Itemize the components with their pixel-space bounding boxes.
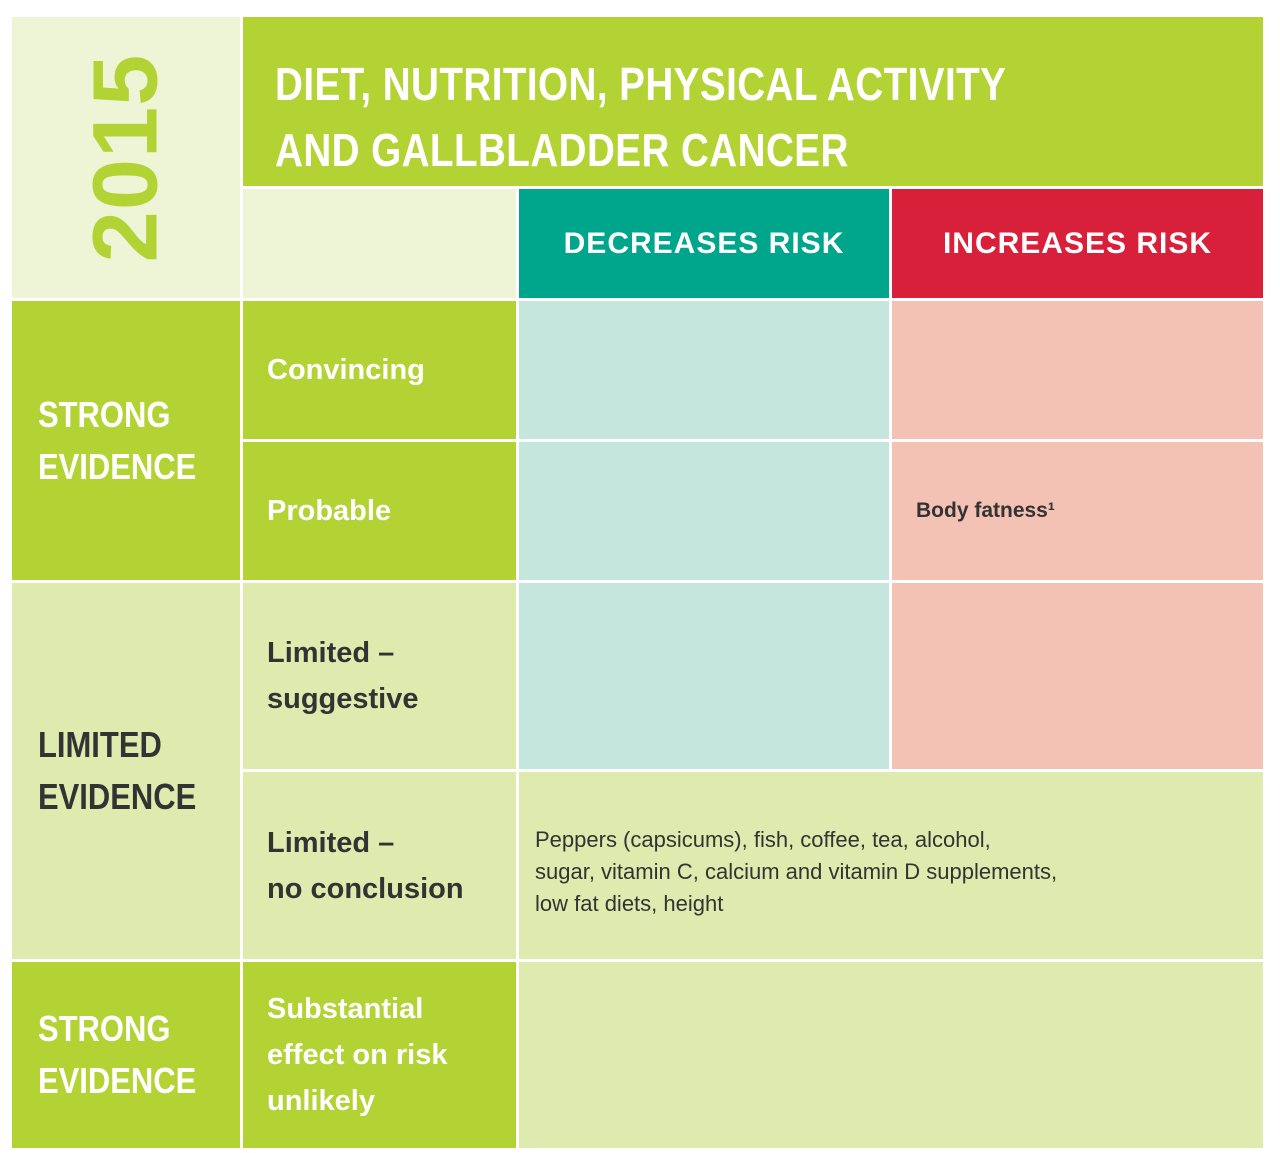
group-label-line-2: EVIDENCE bbox=[38, 445, 197, 487]
group-label-line-2: EVIDENCE bbox=[38, 776, 197, 817]
row-label-limited-suggestive: Limited – suggestive bbox=[243, 583, 516, 769]
substantial-line-3: unlikely bbox=[267, 1085, 375, 1117]
no-conclusion-text-line-3: low fat diets, height bbox=[535, 891, 724, 916]
year-panel: 2015 bbox=[12, 17, 240, 298]
body-fatness-text: Body fatness¹ bbox=[916, 499, 1055, 522]
no-conclusion-text-line-2: sugar, vitamin C, calcium and vitamin D … bbox=[535, 859, 1058, 884]
row-label-substantial: Substantial effect on risk unlikely bbox=[243, 962, 516, 1148]
increases-risk-header: INCREASES RISK bbox=[892, 189, 1263, 298]
probable-label: Probable bbox=[267, 495, 392, 527]
substantial-line-2: effect on risk bbox=[267, 1039, 448, 1071]
convincing-decreases-cell bbox=[519, 301, 889, 439]
limited-suggestive-decreases-cell bbox=[519, 583, 889, 769]
increases-risk-label: INCREASES RISK bbox=[942, 226, 1213, 260]
limited-no-conclusion-content: Peppers (capsicums), fish, coffee, tea, … bbox=[519, 772, 1263, 959]
convincing-label: Convincing bbox=[267, 354, 425, 386]
title-line-1: DIET, NUTRITION, PHYSICAL ACTIVITY bbox=[275, 58, 1007, 110]
probable-decreases-cell bbox=[519, 442, 889, 580]
probable-increases-cell: Body fatness¹ bbox=[892, 442, 1263, 580]
group-strong-evidence-bottom: STRONG EVIDENCE bbox=[12, 962, 240, 1148]
group-label-line-2: EVIDENCE bbox=[38, 1060, 197, 1101]
blank-header-cell bbox=[243, 189, 516, 298]
year-label: 2015 bbox=[74, 53, 177, 262]
group-strong-evidence: STRONG EVIDENCE bbox=[12, 301, 240, 580]
limited-suggestive-line-2: suggestive bbox=[267, 683, 419, 715]
row-label-probable: Probable bbox=[243, 442, 516, 580]
group-label-line-1: STRONG bbox=[38, 393, 171, 435]
limited-suggestive-line-1: Limited – bbox=[267, 637, 395, 669]
group-limited-evidence: LIMITED EVIDENCE bbox=[12, 583, 240, 959]
substantial-content-cell bbox=[519, 962, 1263, 1148]
limited-no-conclusion-line-2: no conclusion bbox=[267, 872, 464, 905]
no-conclusion-text-line-1: Peppers (capsicums), fish, coffee, tea, … bbox=[535, 827, 991, 852]
decreases-risk-label: DECREASES RISK bbox=[563, 226, 845, 260]
group-label-line-1: STRONG bbox=[38, 1008, 171, 1049]
decreases-risk-header: DECREASES RISK bbox=[519, 189, 889, 298]
title-line-2: AND GALLBLADDER CANCER bbox=[275, 124, 849, 176]
page-title: DIET, NUTRITION, PHYSICAL ACTIVITY AND G… bbox=[243, 17, 1263, 186]
row-label-convincing: Convincing bbox=[243, 301, 516, 439]
substantial-line-1: Substantial bbox=[267, 993, 424, 1025]
row-label-limited-no-conclusion: Limited – no conclusion bbox=[243, 772, 516, 959]
limited-suggestive-increases-cell bbox=[892, 583, 1263, 769]
limited-no-conclusion-line-1: Limited – bbox=[267, 826, 395, 859]
convincing-increases-cell bbox=[892, 301, 1263, 439]
group-label-line-1: LIMITED bbox=[38, 724, 162, 765]
